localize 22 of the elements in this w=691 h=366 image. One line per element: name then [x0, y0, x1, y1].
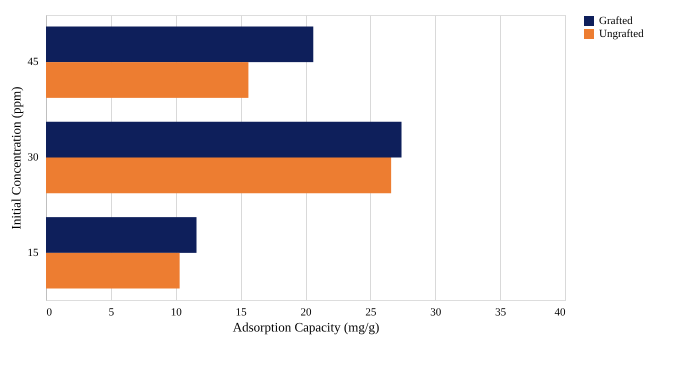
bar — [46, 158, 392, 194]
x-tick-label: 5 — [108, 306, 115, 318]
y-tick-label: 45 — [28, 56, 39, 68]
x-tick-label: 0 — [46, 306, 52, 318]
x-tick-label: 40 — [554, 306, 566, 318]
bar — [46, 62, 248, 98]
bar — [46, 122, 402, 158]
y-tick-label: 30 — [28, 152, 39, 164]
y-tick-label: 15 — [28, 246, 39, 259]
legend-label: Ungrafted — [599, 28, 644, 40]
y-axis-title: Initial Concentration (ppm) — [8, 86, 24, 230]
x-tick-label: 20 — [300, 306, 312, 318]
bar — [46, 26, 314, 62]
x-tick-label: 10 — [170, 306, 182, 318]
bar — [46, 252, 180, 289]
x-tick-label: 35 — [495, 306, 507, 318]
x-tick-label: 25 — [365, 306, 377, 318]
bar — [46, 217, 197, 253]
x-axis-title: Adsorption Capacity (mg/g) — [232, 320, 380, 334]
legend-label: Grafted — [599, 15, 634, 27]
x-tick-label: 15 — [236, 306, 248, 318]
x-tick-label: 30 — [430, 306, 442, 318]
